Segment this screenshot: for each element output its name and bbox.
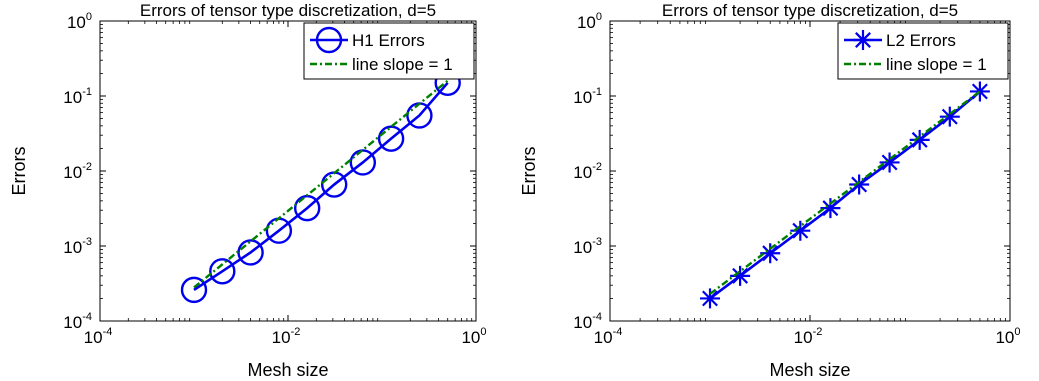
y-tick-label: 10-3 <box>63 236 92 257</box>
series-line-2 <box>709 90 981 295</box>
y-tick-label: 10-2 <box>573 161 602 182</box>
y-tick-label: 10-3 <box>573 236 602 257</box>
y-tick-label: 100 <box>577 11 602 32</box>
data-point <box>820 198 841 219</box>
data-point <box>700 288 720 309</box>
legend-marker <box>315 26 343 54</box>
x-tick-label: 10-4 <box>594 326 623 347</box>
data-point <box>909 129 930 150</box>
y-tick-label: 10-1 <box>63 86 92 107</box>
legend-label: L2 Errors <box>886 31 956 50</box>
x-tick-label: 10-4 <box>84 326 113 347</box>
y-axis-label: Errors <box>519 147 539 196</box>
x-tick-label: 100 <box>995 326 1020 347</box>
x-tick-label: 10-2 <box>272 326 301 347</box>
chart-title: Errors of tensor type discretization, d=… <box>140 1 436 20</box>
chart-panel-1: 10-4 10-2 100 10-4 10-3 10-2 10-1 100 Errors of … <box>9 1 487 380</box>
data-point <box>377 125 405 152</box>
legend: H1 Errors line slope = 1 <box>303 22 475 80</box>
data-point <box>730 265 751 286</box>
chart-panel-2: 10-4 10-2 100 10-4 10-3 10-2 10-1 100 Errors of … <box>519 1 1021 380</box>
legend-marker <box>853 30 873 50</box>
legend-label: line slope = 1 <box>886 55 987 74</box>
legend-label: H1 Errors <box>352 31 425 50</box>
y-axis-label: Errors <box>9 147 29 196</box>
legend: L2 Errors line slope = 1 <box>837 22 1009 80</box>
data-point <box>969 81 990 102</box>
data-point <box>180 276 208 304</box>
x-tick-label: 100 <box>461 326 486 347</box>
legend-box <box>837 22 1009 80</box>
data-point <box>349 149 377 176</box>
data-point <box>879 152 900 173</box>
legend-label: line slope = 1 <box>352 55 453 74</box>
chart-title: Errors of tensor type discretization, d=… <box>662 1 958 20</box>
x-axis-label: Mesh size <box>769 360 850 380</box>
y-tick-label: 10-1 <box>573 86 602 107</box>
data-point <box>849 174 870 195</box>
y-tick-label: 100 <box>67 11 92 32</box>
y-tick-label: 10-4 <box>573 311 602 332</box>
data-point <box>790 220 811 241</box>
y-tick-label: 10-4 <box>63 311 92 332</box>
data-point <box>939 106 960 127</box>
series-line-1 <box>709 90 981 300</box>
y-tick-label: 10-2 <box>63 161 92 182</box>
x-tick-label: 10-2 <box>794 326 823 347</box>
series-line-1 <box>193 81 449 291</box>
x-axis-label: Mesh size <box>247 360 328 380</box>
series-line-2 <box>193 79 449 289</box>
data-point <box>760 243 781 264</box>
data-point <box>209 258 236 285</box>
